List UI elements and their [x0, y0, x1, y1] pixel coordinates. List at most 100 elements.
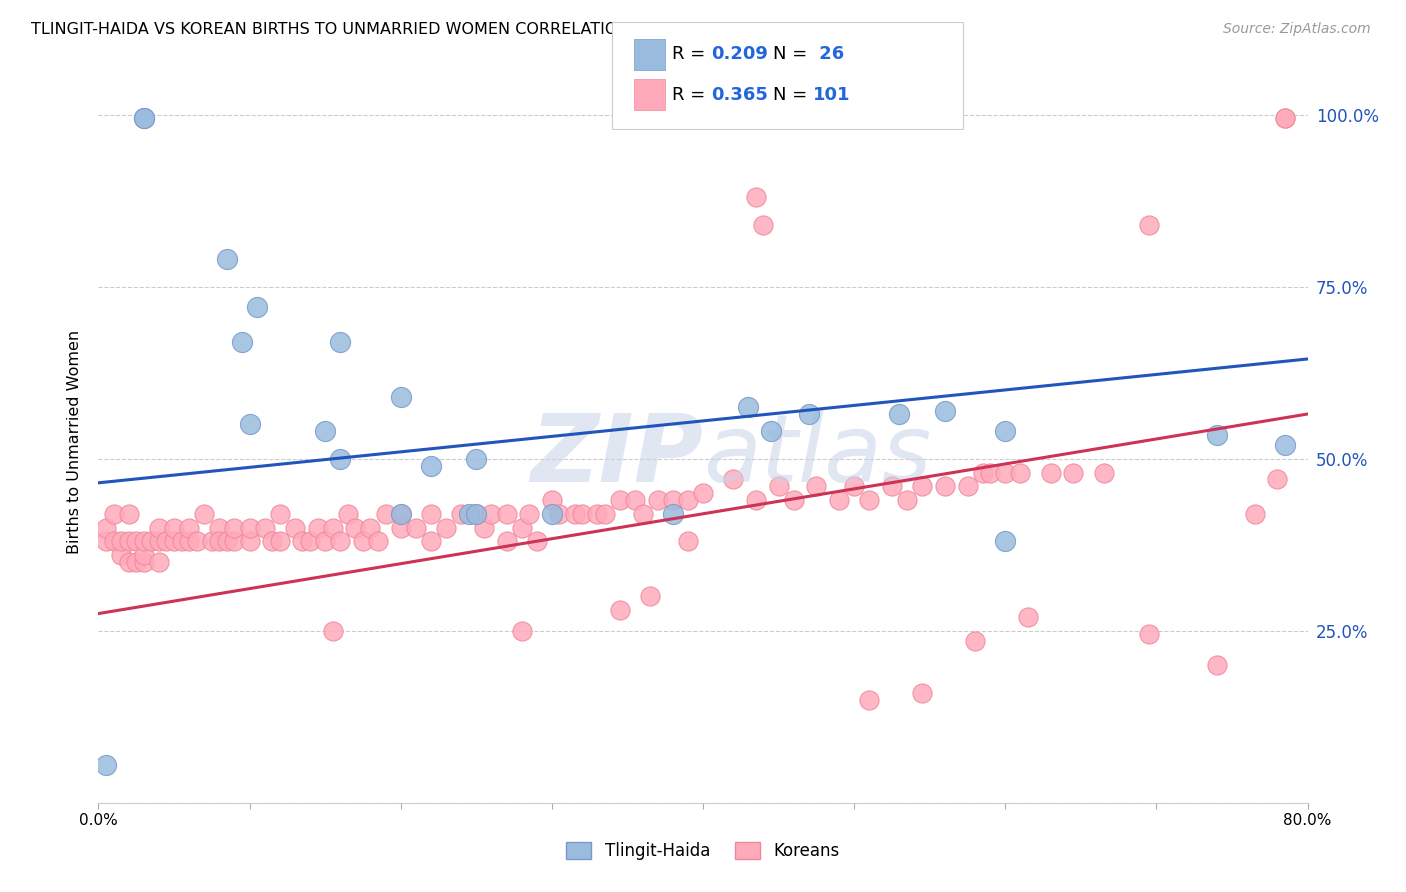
Point — [103, 534, 125, 549]
Point — [103, 507, 125, 521]
Point — [132, 111, 155, 125]
Point — [927, 108, 949, 122]
Point — [148, 534, 170, 549]
Point — [239, 520, 262, 534]
Point — [1274, 111, 1296, 125]
Point — [336, 507, 359, 521]
Point — [1039, 466, 1062, 480]
Text: 101: 101 — [813, 86, 851, 103]
Point — [125, 534, 148, 549]
Point — [1274, 111, 1296, 125]
Text: Source: ZipAtlas.com: Source: ZipAtlas.com — [1223, 22, 1371, 37]
Point — [201, 534, 224, 549]
Point — [231, 334, 253, 349]
Point — [148, 555, 170, 569]
Point — [896, 493, 918, 508]
Point — [510, 520, 533, 534]
Point — [307, 520, 329, 534]
Point — [972, 466, 994, 480]
Point — [329, 534, 352, 549]
Point — [828, 493, 851, 508]
Point — [389, 390, 412, 404]
Point — [224, 520, 246, 534]
Point — [1267, 472, 1289, 486]
Point — [593, 507, 616, 521]
Text: N =: N = — [773, 45, 813, 63]
Point — [132, 111, 155, 125]
Point — [314, 534, 336, 549]
Point — [1137, 627, 1160, 641]
Point — [759, 424, 782, 438]
Point — [329, 451, 352, 466]
Point — [797, 407, 820, 421]
Point — [858, 493, 880, 508]
Point — [215, 534, 238, 549]
Point — [94, 758, 117, 772]
Point — [118, 507, 141, 521]
Point — [322, 520, 344, 534]
Point — [647, 493, 669, 508]
Point — [434, 520, 457, 534]
Point — [132, 548, 155, 562]
Text: R =: R = — [672, 86, 711, 103]
Point — [609, 603, 631, 617]
Point — [911, 686, 934, 700]
Point — [186, 534, 208, 549]
Point — [262, 534, 284, 549]
Point — [676, 493, 699, 508]
Point — [1206, 427, 1229, 442]
Text: 0.209: 0.209 — [711, 45, 768, 63]
Point — [979, 466, 1001, 480]
Point — [956, 479, 979, 493]
Point — [163, 520, 186, 534]
Point — [609, 493, 631, 508]
Point — [389, 507, 412, 521]
Point — [329, 334, 352, 349]
Text: 26: 26 — [813, 45, 844, 63]
Text: TLINGIT-HAIDA VS KOREAN BIRTHS TO UNMARRIED WOMEN CORRELATION CHART: TLINGIT-HAIDA VS KOREAN BIRTHS TO UNMARR… — [31, 22, 689, 37]
Point — [269, 507, 291, 521]
Text: 0.365: 0.365 — [711, 86, 768, 103]
Point — [540, 507, 562, 521]
Point — [1137, 218, 1160, 232]
Point — [132, 534, 155, 549]
Point — [94, 534, 117, 549]
Point — [110, 534, 132, 549]
Point — [911, 108, 934, 122]
Point — [367, 534, 389, 549]
Point — [208, 520, 231, 534]
Point — [540, 493, 562, 508]
Point — [481, 507, 503, 521]
Point — [564, 507, 586, 521]
Point — [661, 493, 683, 508]
Point — [374, 507, 396, 521]
Point — [148, 520, 170, 534]
Point — [284, 520, 307, 534]
Point — [858, 692, 880, 706]
Y-axis label: Births to Unmarried Women: Births to Unmarried Women — [67, 329, 83, 554]
Point — [94, 520, 117, 534]
Point — [155, 534, 177, 549]
Point — [352, 534, 374, 549]
Point — [1010, 466, 1032, 480]
Point — [723, 472, 745, 486]
Point — [465, 507, 488, 521]
Point — [745, 493, 768, 508]
Point — [806, 479, 828, 493]
Point — [571, 507, 593, 521]
Point — [360, 520, 382, 534]
Point — [994, 466, 1017, 480]
Point — [1092, 466, 1115, 480]
Text: ZIP: ZIP — [530, 410, 703, 502]
Point — [1206, 658, 1229, 673]
Point — [880, 479, 903, 493]
Point — [692, 486, 714, 500]
Point — [783, 493, 806, 508]
Point — [465, 507, 488, 521]
Point — [457, 507, 479, 521]
Text: N =: N = — [773, 86, 813, 103]
Point — [405, 520, 427, 534]
Point — [911, 479, 934, 493]
Point — [420, 458, 443, 473]
Point — [170, 534, 193, 549]
